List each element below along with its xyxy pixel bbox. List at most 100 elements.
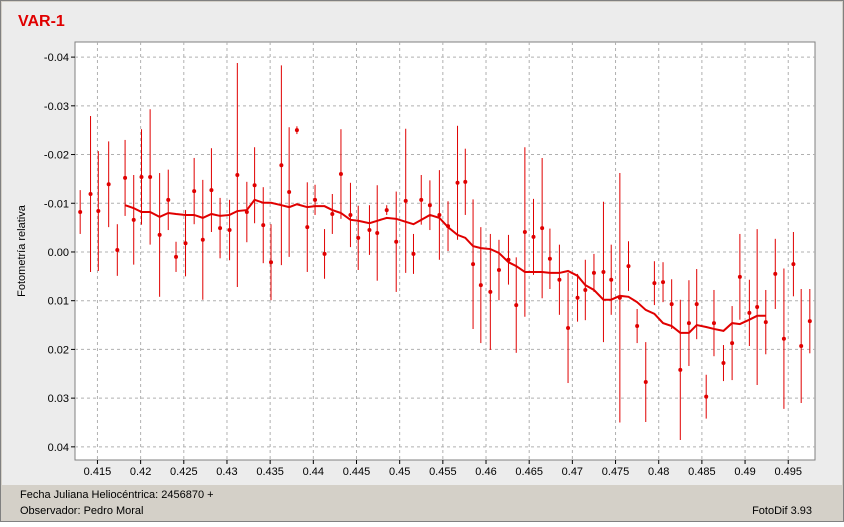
data-point (566, 325, 571, 330)
data-point (294, 128, 299, 133)
data-point (763, 320, 768, 325)
data-point (148, 174, 153, 179)
data-point (106, 182, 111, 187)
data-point (166, 197, 171, 202)
y-tick-label: 0.00 (48, 247, 69, 259)
data-point (669, 302, 674, 307)
data-point (455, 180, 460, 185)
footer-software: FotoDif 3.93 (752, 505, 812, 517)
data-point (131, 217, 136, 222)
data-point (643, 380, 648, 385)
y-axis-label: Fotometría relativa (16, 204, 28, 297)
data-point (557, 277, 562, 282)
data-point (209, 188, 214, 193)
data-point (773, 271, 778, 276)
x-tick-label: 0.475 (602, 466, 630, 478)
footer-date: Fecha Juliana Heliocéntrica: 2456870 + (20, 489, 214, 501)
data-point (218, 226, 223, 231)
y-tick-label: 0.02 (48, 344, 69, 356)
data-point (514, 303, 519, 308)
data-point (411, 251, 416, 256)
x-tick-label: 0.445 (343, 466, 371, 478)
data-point (78, 210, 83, 215)
data-point (235, 173, 240, 177)
data-point (737, 274, 742, 279)
data-point (356, 235, 361, 240)
data-point (799, 344, 804, 348)
data-point (583, 287, 588, 292)
x-tick-label: 0.435 (256, 466, 284, 478)
data-point (755, 305, 760, 310)
data-point (338, 172, 343, 177)
x-tick-label: 0.465 (515, 466, 543, 478)
data-point (305, 225, 310, 230)
data-point (200, 237, 205, 242)
data-point (287, 190, 292, 195)
data-point (322, 251, 327, 256)
data-point (139, 174, 144, 179)
data-point (96, 209, 101, 214)
data-point (791, 262, 796, 267)
data-point (747, 310, 752, 315)
y-tick-label: -0.03 (44, 101, 69, 113)
data-point (403, 198, 408, 203)
x-tick-label: 0.44 (303, 466, 324, 478)
y-tick-label: 0.03 (48, 393, 69, 405)
data-point (652, 281, 657, 286)
x-tick-label: 0.415 (84, 466, 112, 478)
data-point (463, 179, 468, 184)
plot-area (74, 41, 816, 461)
x-tick-label: 0.49 (734, 466, 755, 478)
data-point (183, 241, 188, 246)
data-point (721, 361, 726, 366)
footer-observer: Observador: Pedro Moral (20, 505, 144, 517)
data-point (394, 239, 399, 244)
data-point (575, 295, 580, 300)
plot: -0.04 -0.03 -0.02 -0.01 0.00 0.01 0.02 0.03 0.04… (44, 42, 815, 478)
data-point (635, 324, 640, 329)
data-point (601, 269, 606, 274)
data-point (367, 228, 372, 233)
x-tick-label: 0.45 (389, 466, 410, 478)
data-point (807, 319, 812, 324)
data-point (686, 321, 691, 326)
y-tick-label: 0.04 (48, 442, 69, 454)
data-point (269, 260, 274, 265)
data-point (496, 268, 501, 272)
data-point (375, 230, 380, 235)
data-point (192, 189, 197, 194)
data-point (348, 212, 353, 217)
x-tick-label: 0.455 (429, 466, 457, 478)
data-point (313, 197, 318, 202)
x-tick-label: 0.43 (216, 466, 237, 478)
x-tick-label: 0.485 (688, 466, 716, 478)
data-point (711, 321, 716, 326)
x-tick-label: 0.48 (648, 466, 669, 478)
chart-title: VAR-1 (18, 13, 65, 30)
x-tick-label: 0.495 (774, 466, 802, 478)
data-point (115, 248, 120, 253)
y-tick-label: -0.01 (44, 198, 69, 210)
data-point (478, 283, 483, 288)
data-point (488, 289, 493, 294)
x-tick-label: 0.46 (475, 466, 496, 478)
y-tick-label: 0.01 (48, 296, 69, 308)
data-point (661, 280, 666, 285)
data-point (123, 175, 128, 180)
data-point (427, 203, 432, 208)
data-point (227, 228, 232, 233)
x-tick-label: 0.42 (130, 466, 151, 478)
data-point (88, 192, 93, 196)
data-point (419, 197, 424, 202)
data-point (694, 302, 699, 307)
y-tick-label: -0.02 (44, 150, 69, 162)
data-point (471, 262, 476, 267)
data-point (261, 223, 266, 228)
data-point (781, 336, 786, 341)
data-point (678, 367, 683, 372)
data-point (522, 230, 527, 234)
data-point (174, 254, 179, 259)
data-point (730, 341, 735, 346)
